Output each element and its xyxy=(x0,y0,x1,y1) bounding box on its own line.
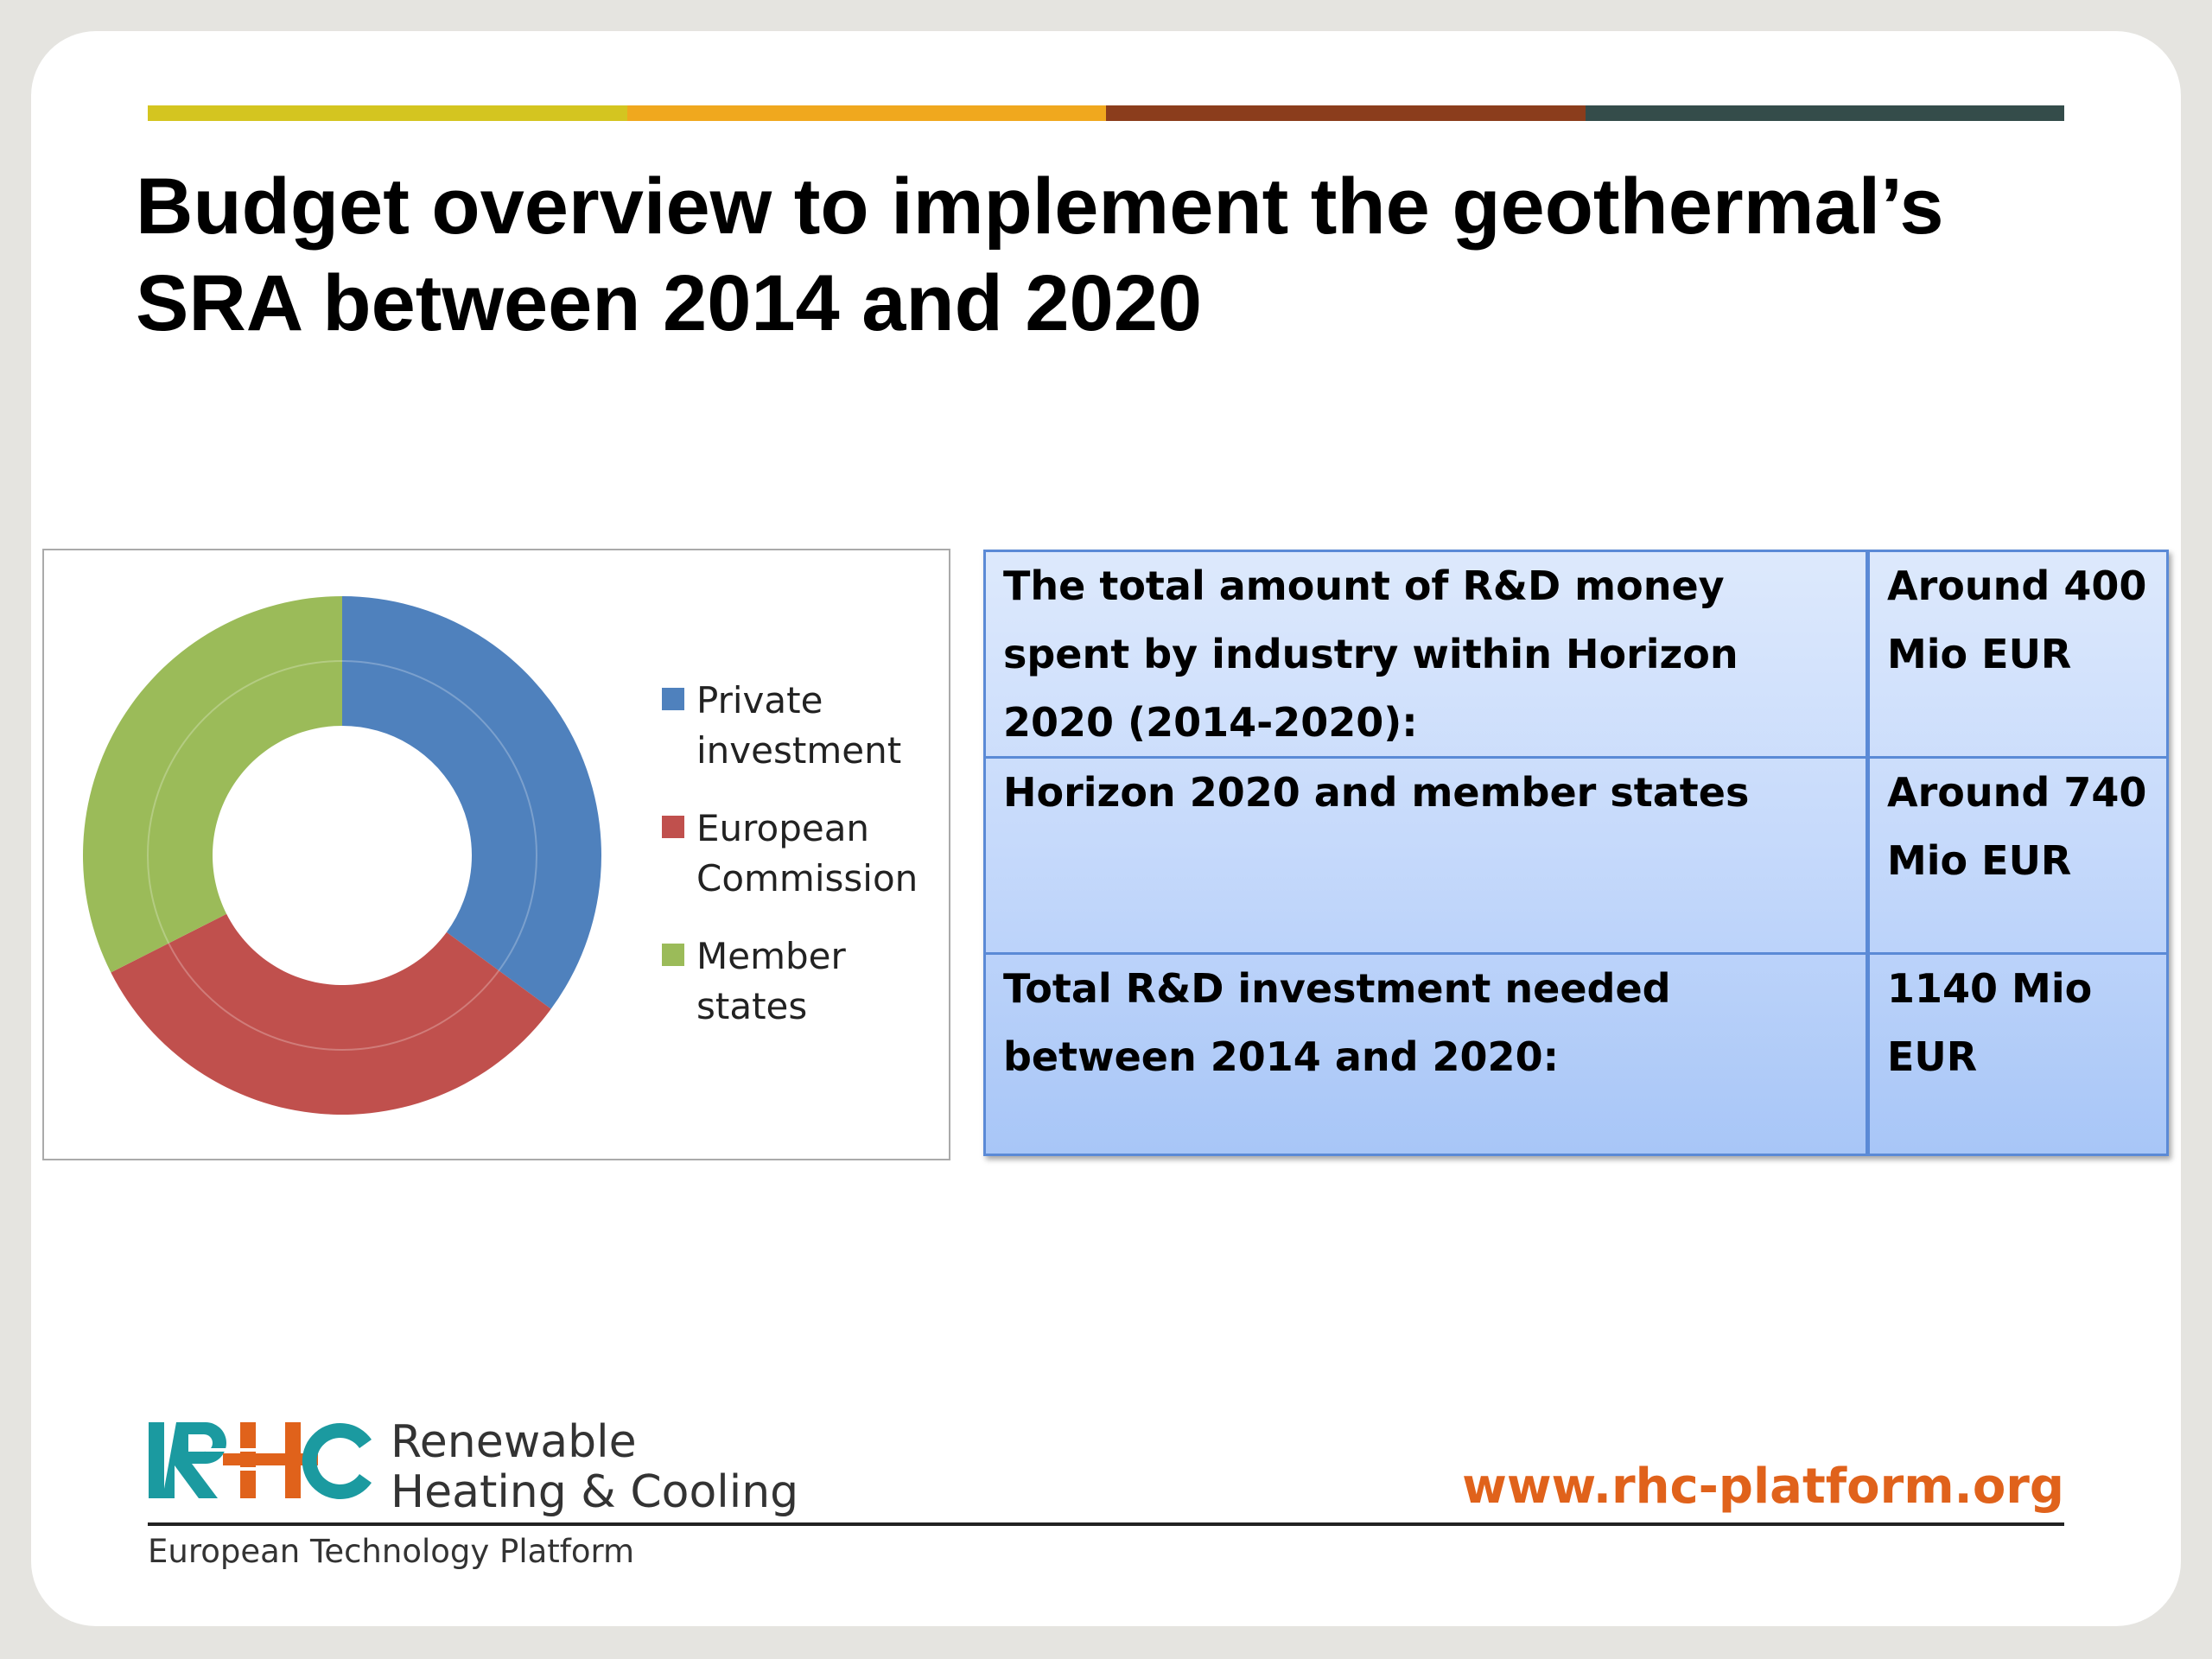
legend-swatch xyxy=(662,688,684,710)
legend-swatch xyxy=(662,816,684,838)
table-row: The total amount of R&D money spent by i… xyxy=(986,552,2166,756)
footer-divider xyxy=(148,1522,2064,1526)
legend-label: European Commission xyxy=(696,807,918,899)
doughnut-chart: Private investment European Commission M… xyxy=(42,549,950,1160)
table-cell-label: The total amount of R&D money spent by i… xyxy=(1003,563,1738,746)
accent-bar-segment-yellow xyxy=(148,105,627,121)
accent-bar-segment-orange xyxy=(626,105,1106,121)
accent-bar-segment-darkgreen xyxy=(1585,105,2064,121)
logo-line-2: Heating & Cooling xyxy=(391,1466,799,1518)
rhc-logo xyxy=(145,1410,378,1505)
platform-label: European Technology Platform xyxy=(148,1533,635,1570)
table-cell-value: Around 740 Mio EUR xyxy=(1887,769,2147,884)
logo-wordmark: Renewable Heating & Cooling xyxy=(391,1417,798,1517)
table-cell-label: Horizon 2020 and member states xyxy=(1003,769,1750,816)
table-cell-value: 1140 Mio EUR xyxy=(1887,965,2093,1080)
legend-item-member-states: Member states xyxy=(662,931,918,1032)
table-row: Horizon 2020 and member states Around 74… xyxy=(986,756,2166,955)
donut-inner-ring-divider xyxy=(147,660,537,1051)
table-cell-value: Around 400 Mio EUR xyxy=(1887,563,2147,677)
title-line-1: Budget overview to implement the geother… xyxy=(136,162,1944,251)
table-cell-label: Total R&D investment needed between 2014… xyxy=(1003,965,1671,1080)
rhc-logo-mark-icon xyxy=(149,1422,372,1499)
doughnut-svg xyxy=(83,596,601,1115)
legend-label: Member states xyxy=(696,935,846,1027)
budget-table: The total amount of R&D money spent by i… xyxy=(983,550,2169,1156)
donut-slice-european-commission xyxy=(111,913,551,1115)
table-column-divider xyxy=(1866,552,1870,1154)
title-line-2: SRA between 2014 and 2020 xyxy=(136,259,1203,347)
logo-line-1: Renewable xyxy=(391,1416,637,1468)
accent-bar xyxy=(148,105,2064,121)
donut-slice-member-states xyxy=(83,596,342,973)
legend-swatch xyxy=(662,944,684,966)
table-row: Total R&D investment needed between 2014… xyxy=(986,952,2166,1159)
accent-bar-segment-brown xyxy=(1106,105,1586,121)
chart-legend: Private investment European Commission M… xyxy=(662,676,918,1059)
legend-label: Private investment xyxy=(696,679,902,772)
donut-slice-private-investment xyxy=(342,596,601,1009)
legend-item-european-commission: European Commission xyxy=(662,804,918,904)
slide-title: Budget overview to implement the geother… xyxy=(136,158,2123,352)
legend-item-private-investment: Private investment xyxy=(662,676,918,776)
website-link[interactable]: www.rhc-platform.org xyxy=(1462,1459,2064,1515)
